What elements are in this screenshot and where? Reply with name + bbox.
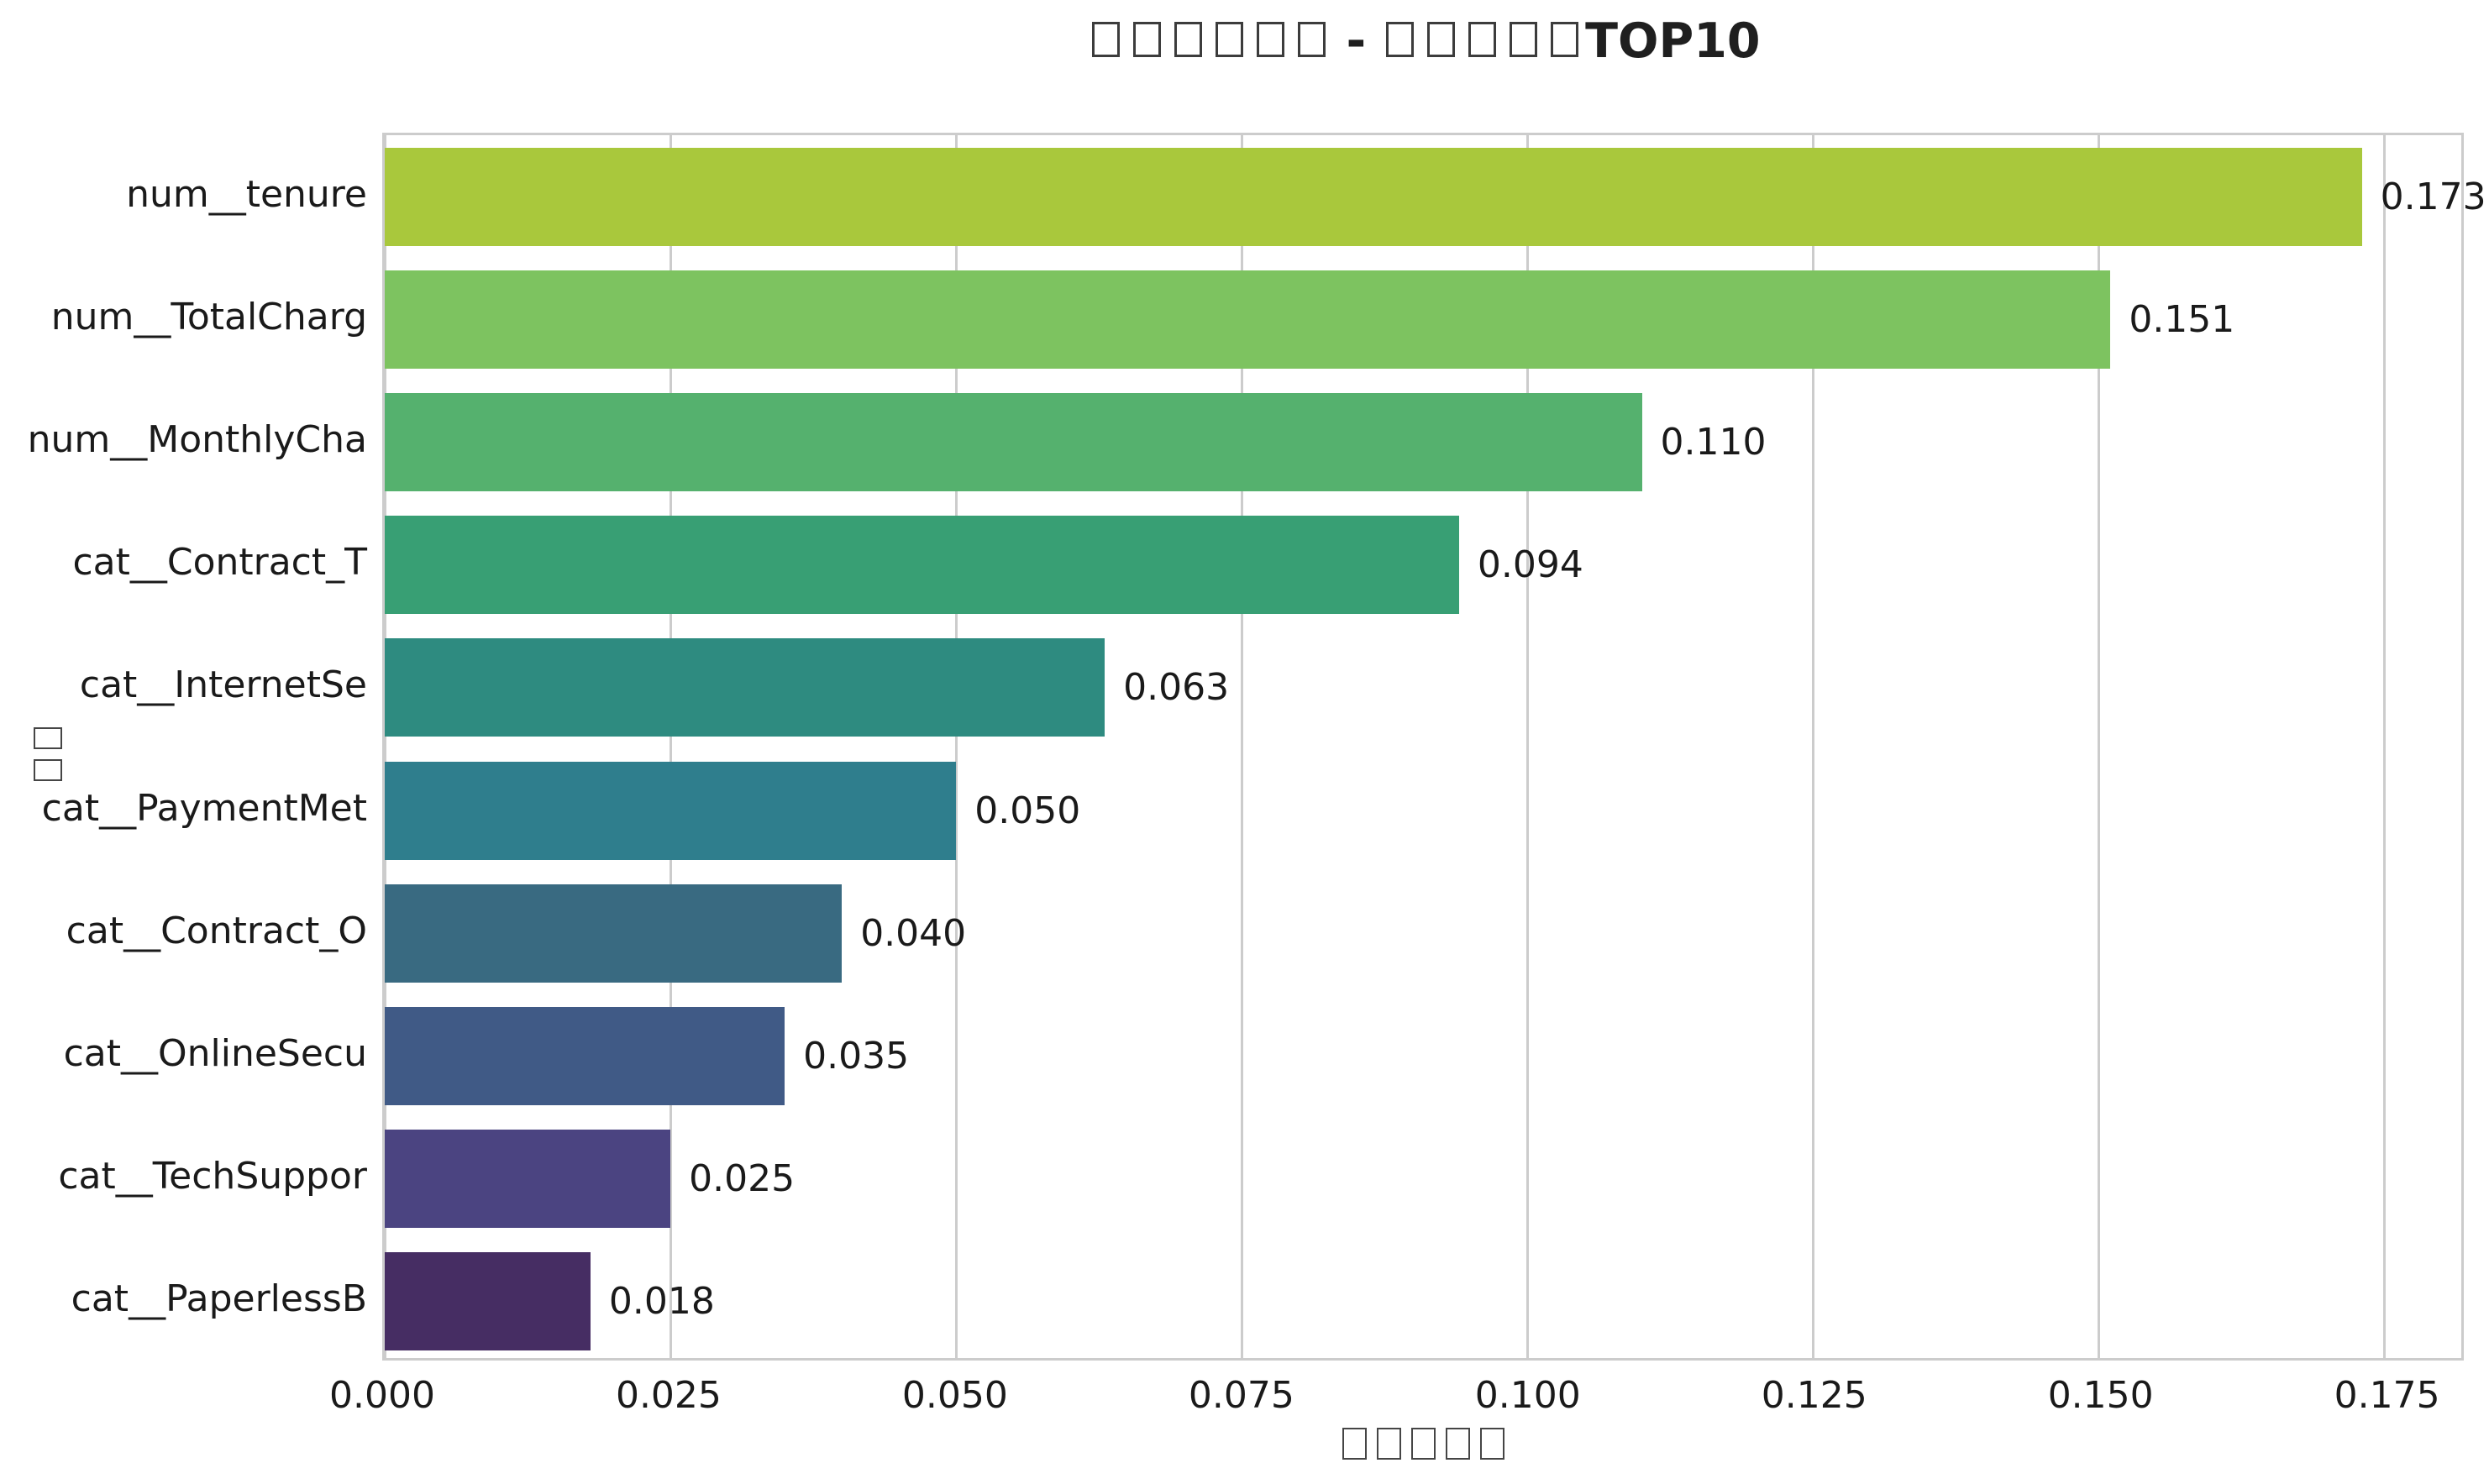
xtick-0.175: 0.175: [2334, 1374, 2440, 1417]
xtick-0.150: 0.150: [2047, 1374, 2154, 1417]
gridline: [1812, 135, 1815, 1358]
bar-value-label: 0.025: [689, 1157, 796, 1201]
missing-glyph-box: [1298, 22, 1326, 57]
gridline: [954, 135, 958, 1358]
ytick-cat__InternetSe: cat__InternetSe: [79, 663, 367, 707]
gridline: [1525, 135, 1529, 1358]
xtick-0.050: 0.050: [901, 1374, 1008, 1417]
bar-row: [385, 516, 2461, 615]
xtick-0.000: 0.000: [329, 1374, 435, 1417]
bar-cat__Contract_O: [385, 884, 843, 983]
ytick-num__TotalCharg: num__TotalCharg: [50, 295, 367, 338]
ytick-num__MonthlyCha: num__MonthlyCha: [27, 417, 367, 461]
gridline: [669, 135, 672, 1358]
bar-value-label: 0.094: [1477, 543, 1583, 587]
bar-cat__TechSuppor: [385, 1130, 671, 1229]
bar-cat__PaperlessB: [385, 1252, 591, 1351]
missing-glyph-box: [1551, 22, 1579, 57]
bar-value-label: 0.040: [860, 911, 967, 955]
missing-glyph-box: [1445, 1428, 1470, 1460]
xtick-0.075: 0.075: [1188, 1374, 1294, 1417]
missing-glyph-box: [1510, 22, 1538, 57]
plot-area: 0.173 0.151 0.110 0.094 0.063 0.050 0.040 0.035…: [382, 133, 2486, 1361]
y-tick-labels: num__tenure num__TotalCharg num__MonthlyCh…: [0, 133, 367, 1361]
ytick-cat__PaymentMet: cat__PaymentMet: [41, 786, 367, 830]
y-axis-label: [33, 722, 63, 786]
bar-value-label: 0.151: [2129, 297, 2235, 341]
xtick-0.125: 0.125: [1761, 1374, 1867, 1417]
bar-value-label: 0.063: [1123, 666, 1230, 710]
bar-value-label: 0.110: [1660, 420, 1767, 464]
ytick-cat__Contract_T: cat__Contract_T: [72, 541, 367, 585]
bar-row: [385, 638, 2461, 737]
missing-glyph-box: [1257, 22, 1285, 57]
missing-glyph-box: [1479, 1428, 1504, 1460]
x-axis-label: [382, 1428, 2464, 1463]
missing-glyph-box: [1342, 1428, 1367, 1460]
bar-value-label: 0.018: [608, 1280, 715, 1324]
bar-cat__OnlineSecu: [385, 1007, 785, 1105]
x-tick-labels: 0.000 0.025 0.050 0.075 0.100 0.125 0.150 0.175: [329, 1374, 2464, 1424]
bar-row: [385, 1252, 2461, 1351]
bar-cat__Contract_T: [385, 516, 1459, 615]
missing-glyph-box: [1216, 22, 1244, 57]
bar-cat__InternetSe: [385, 638, 1105, 737]
bar-value-label: 0.050: [974, 789, 1081, 832]
missing-glyph-box: [1386, 22, 1415, 57]
missing-glyph-box: [1376, 1428, 1401, 1460]
missing-glyph-boxes: [1379, 13, 1585, 69]
bar-row: [385, 270, 2461, 369]
gridline: [383, 135, 386, 1358]
missing-glyph-box: [1468, 22, 1497, 57]
ytick-cat__PaperlessB: cat__PaperlessB: [71, 1277, 367, 1321]
missing-glyph-boxes: [1085, 13, 1332, 69]
bar-row: [385, 147, 2461, 246]
gridline: [2383, 135, 2387, 1358]
missing-glyph-box: [1133, 22, 1162, 57]
ytick-cat__Contract_O: cat__Contract_O: [66, 909, 367, 952]
gridline: [1240, 135, 1243, 1358]
title-separator: -: [1346, 13, 1367, 69]
bar-row: [385, 1130, 2461, 1229]
missing-glyph-box: [34, 727, 62, 749]
missing-glyph-box: [1427, 22, 1456, 57]
missing-glyph-box: [34, 759, 62, 781]
ytick-num__tenure: num__tenure: [126, 172, 367, 216]
bar-num__MonthlyCha: [385, 393, 1642, 491]
bar-row: [385, 761, 2461, 860]
missing-glyph-box: [1174, 22, 1203, 57]
bar-num__TotalCharg: [385, 270, 2111, 369]
ytick-cat__TechSuppor: cat__TechSuppor: [58, 1155, 367, 1198]
bar-num__tenure: [385, 147, 2362, 246]
ytick-cat__OnlineSecu: cat__OnlineSecu: [63, 1031, 367, 1075]
missing-glyph-box: [1410, 1428, 1436, 1460]
bar-row: [385, 1007, 2461, 1105]
bar-row: [385, 393, 2461, 491]
bar-cat__PaymentMet: [385, 761, 957, 860]
bar-value-label: 0.173: [2380, 175, 2486, 218]
xtick-0.025: 0.025: [615, 1374, 722, 1417]
bar-row: [385, 884, 2461, 983]
chart-title: - TOP10: [382, 13, 2464, 77]
missing-glyph-box: [1092, 22, 1121, 57]
title-suffix: TOP10: [1585, 13, 1761, 69]
bar-value-label: 0.035: [803, 1034, 910, 1078]
xtick-0.100: 0.100: [1474, 1374, 1581, 1417]
gridline: [2098, 135, 2101, 1358]
